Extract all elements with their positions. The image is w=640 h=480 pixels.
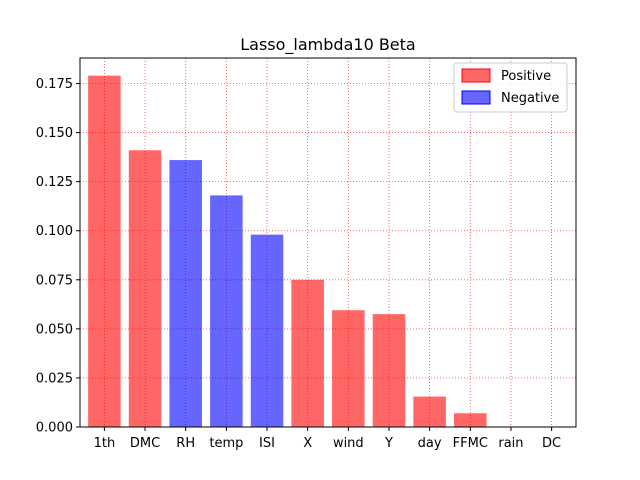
y-tick-label: 0.125 — [36, 175, 73, 190]
x-tick-label: wind — [333, 436, 364, 451]
chart-title: Lasso_lambda10 Beta — [240, 35, 415, 55]
bar-RH — [169, 160, 202, 427]
x-tick-label: DMC — [130, 436, 160, 451]
legend-label-negative: Negative — [501, 91, 559, 106]
legend-swatch-negative — [461, 90, 491, 105]
bar-wind — [332, 310, 365, 427]
plot-frame — [79, 57, 577, 428]
y-tick-label: 0.100 — [36, 224, 73, 239]
x-tick-label: X — [303, 436, 312, 451]
y-tick-label: 0.000 — [36, 421, 73, 436]
x-tick-label: day — [418, 436, 442, 451]
x-tick-label: ISI — [259, 436, 275, 451]
bar-Y — [372, 314, 406, 427]
bar-day — [413, 396, 446, 427]
x-tick-label: 1th — [94, 436, 116, 451]
y-tick-label: 0.150 — [36, 126, 73, 141]
bar-X — [291, 279, 324, 427]
x-tick-label: Y — [384, 436, 393, 451]
y-tick-label: 0.175 — [36, 77, 73, 92]
axes: 0.000 0.025 0.050 0.075 0.100 0.125 0.150 0.175… — [36, 57, 577, 451]
x-tick-label: rain — [498, 436, 523, 451]
bar-ISI — [250, 234, 284, 427]
bar-FFMC — [454, 413, 487, 427]
x-tick-label: FFMC — [453, 436, 488, 451]
bar-DMC — [128, 150, 162, 427]
legend: Positive Negative — [453, 62, 568, 113]
legend-label-positive: Positive — [501, 69, 551, 84]
bars — [88, 75, 487, 428]
bar-temp — [210, 195, 243, 427]
x-tick-label: temp — [209, 436, 243, 451]
y-tick-label: 0.025 — [36, 371, 73, 386]
x-tick-label: DC — [542, 436, 561, 451]
legend-swatch-positive — [461, 68, 491, 83]
bar-1th — [88, 75, 121, 428]
x-tick-label: RH — [176, 436, 195, 451]
y-tick-label: 0.075 — [36, 273, 73, 288]
y-tick-label: 0.050 — [36, 322, 73, 337]
